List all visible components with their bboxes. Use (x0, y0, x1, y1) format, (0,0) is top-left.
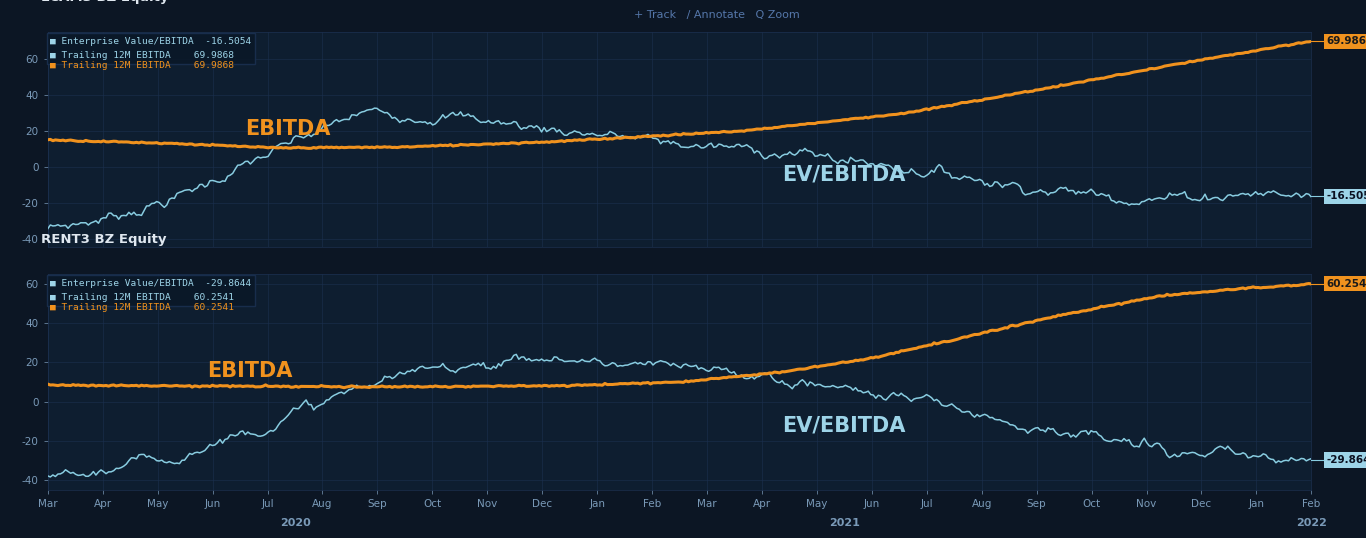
Text: RENT3 BZ Equity: RENT3 BZ Equity (41, 233, 167, 246)
Text: ■ Enterprise Value/EBITDA  -16.5054
■ Trailing 12M EBITDA    69.9868: ■ Enterprise Value/EBITDA -16.5054 ■ Tra… (51, 37, 251, 60)
Text: + Track   / Annotate   Q Zoom: + Track / Annotate Q Zoom (634, 10, 800, 20)
Text: 69.9868: 69.9868 (1326, 36, 1366, 46)
Text: 2021: 2021 (829, 518, 859, 528)
Text: ■ Trailing 12M EBITDA    69.9868: ■ Trailing 12M EBITDA 69.9868 (51, 61, 235, 70)
Text: EBITDA: EBITDA (208, 361, 292, 381)
Text: ■ Trailing 12M EBITDA    60.2541: ■ Trailing 12M EBITDA 60.2541 (51, 303, 235, 313)
Text: EV/EBITDA: EV/EBITDA (783, 164, 906, 185)
Text: 2020: 2020 (280, 518, 310, 528)
Text: LCAM3 BZ Equity: LCAM3 BZ Equity (41, 0, 169, 4)
Text: -29.8644: -29.8644 (1326, 455, 1366, 465)
Text: -16.5054: -16.5054 (1326, 192, 1366, 201)
Text: EV/EBITDA: EV/EBITDA (783, 415, 906, 435)
Text: EBITDA: EBITDA (246, 119, 331, 139)
Text: ■ Enterprise Value/EBITDA  -29.8644
■ Trailing 12M EBITDA    60.2541: ■ Enterprise Value/EBITDA -29.8644 ■ Tra… (51, 279, 251, 302)
Text: 2022: 2022 (1296, 518, 1326, 528)
Text: 60.2541: 60.2541 (1326, 279, 1366, 289)
